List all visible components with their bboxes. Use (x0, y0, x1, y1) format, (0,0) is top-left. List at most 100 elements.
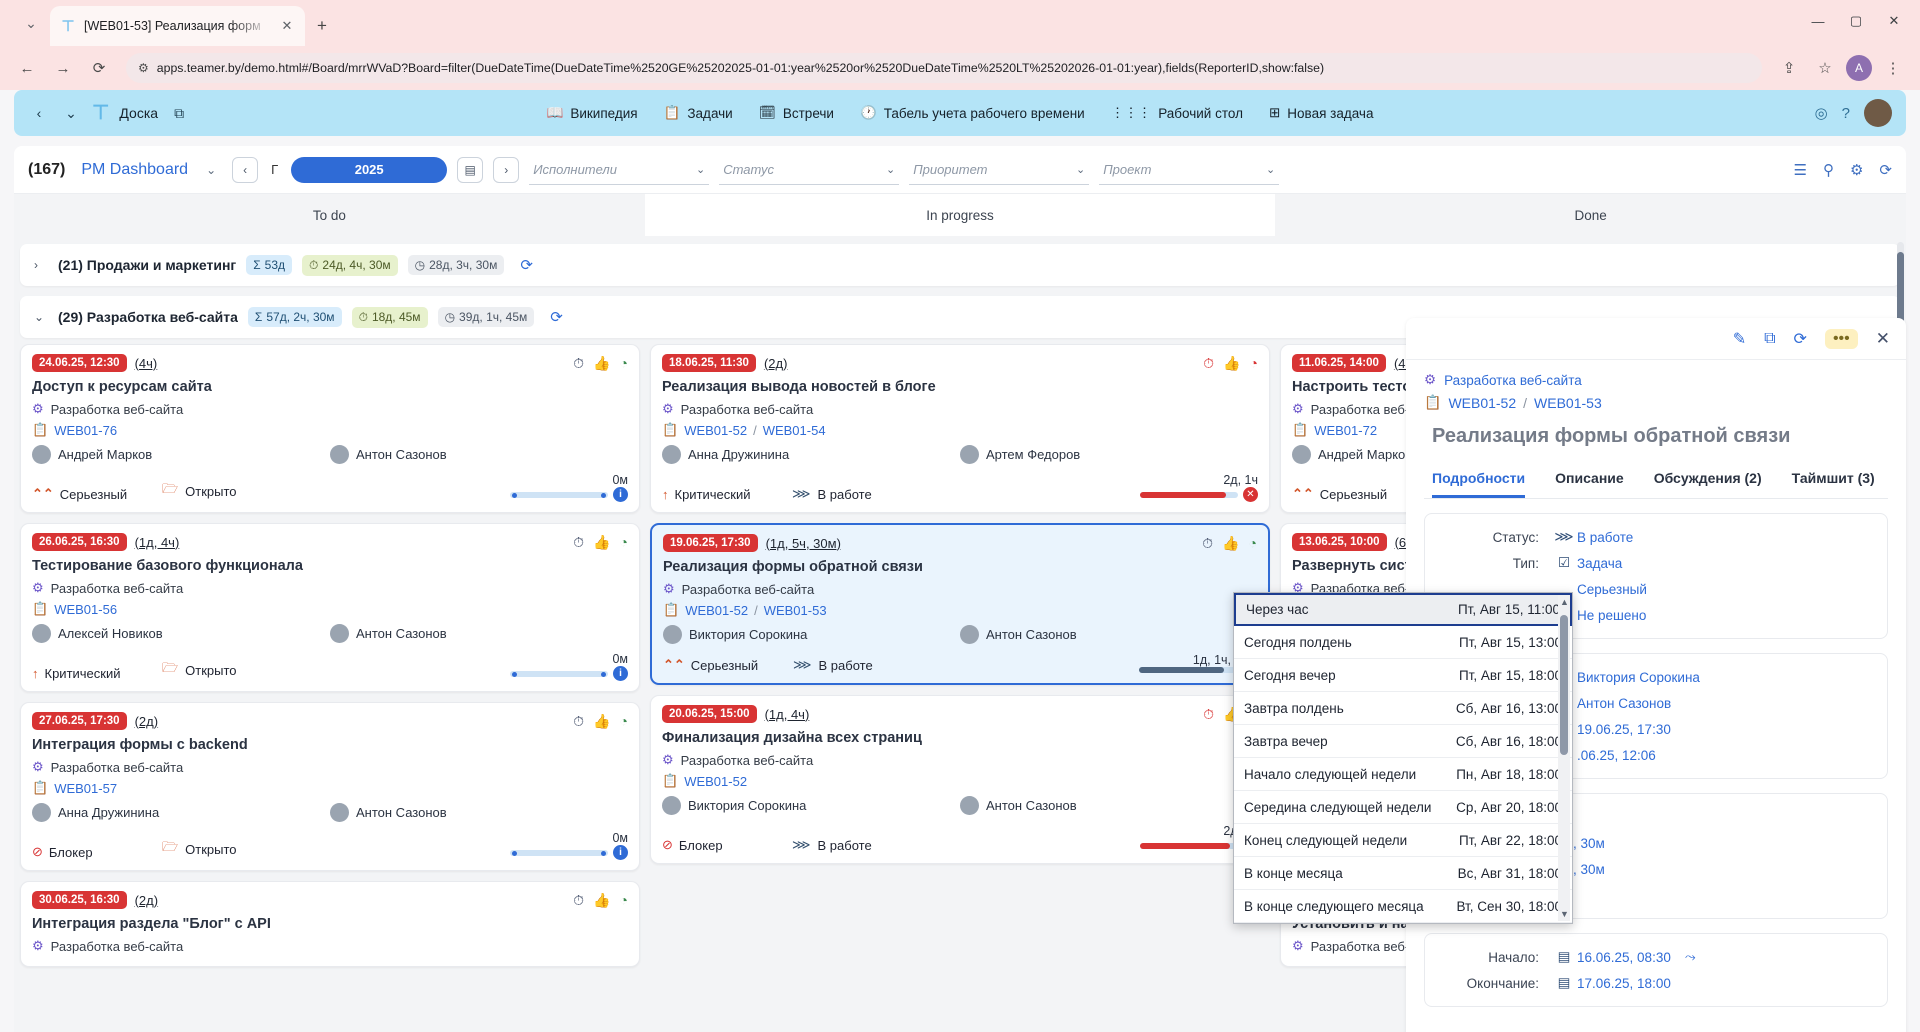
browser-menu-icon[interactable]: ⋮ (1885, 60, 1901, 77)
task-card[interactable]: 20.06.25, 15:00 (1д, 4ч) ⏱ 👍 ◔ Финализац… (650, 695, 1270, 864)
card-reporter[interactable]: Артем Федоров (960, 445, 1258, 464)
due-date-option[interactable]: Середина следующей недели Ср, Авг 20, 18:… (1234, 791, 1572, 824)
close-panel-icon[interactable]: ✕ (1875, 328, 1890, 348)
info-badge-icon[interactable]: i (613, 487, 628, 502)
close-tab-icon[interactable]: ✕ (281, 18, 293, 33)
timer-icon[interactable]: ⏱ (573, 712, 585, 729)
tab-details[interactable]: Подробности (1432, 470, 1526, 498)
due-date-badge[interactable]: 24.06.25, 12:30 (32, 354, 127, 372)
thumbs-up-icon[interactable]: 👍 (593, 354, 611, 371)
card-title[interactable]: Доступ к ресурсам сайта (32, 379, 212, 395)
timer-icon[interactable]: ⏱ (1203, 705, 1215, 722)
due-date-badge[interactable]: 26.06.25, 16:30 (32, 533, 127, 551)
card-project[interactable]: ⚙Разработка веб-сайта (662, 752, 814, 768)
card-assignee[interactable]: Андрей Марков (1292, 445, 1590, 464)
card-assignee[interactable]: Алексей Новиков (32, 624, 330, 643)
field-value[interactable]: Антон Сазонов (1577, 695, 1672, 711)
card-title[interactable]: Интеграция раздела "Блог" с API (32, 916, 271, 932)
add-filter-icon[interactable]: ⚲ (1822, 161, 1834, 179)
due-date-option[interactable]: Завтра полдень Сб, Авг 16, 13:00 (1234, 692, 1572, 725)
site-settings-icon[interactable]: ⚙ (138, 61, 149, 75)
card-project[interactable]: ⚙Разработка веб-сайта (32, 759, 184, 775)
tab-description[interactable]: Описание (1555, 470, 1624, 486)
filter-priority[interactable]: Приоритет ⌄ (909, 155, 1090, 185)
task-card[interactable]: 18.06.25, 11:30 (2д) ⏱ 👍 ◔ Реализация вы… (650, 344, 1270, 513)
thumbs-up-icon[interactable]: 👍 (593, 891, 611, 908)
nav-item-wiki[interactable]: 📖 Википедия (547, 105, 638, 121)
timer-icon[interactable]: ⏱ (573, 891, 585, 908)
open-external-icon[interactable]: ⧉ (174, 104, 185, 121)
tab-timesheet[interactable]: Таймшит (3) (1791, 470, 1875, 486)
share-icon[interactable]: ⇪ (1782, 60, 1796, 77)
card-status[interactable]: 🗁 Открыто (162, 480, 510, 502)
due-date-option[interactable]: Начало следующей недели Пн, Авг 18, 18:00 (1234, 758, 1572, 791)
timer-icon[interactable]: ⏱ (1203, 354, 1215, 371)
card-title[interactable]: Интеграция формы с backend (32, 737, 248, 753)
assign-icon[interactable]: ◔ (619, 533, 628, 550)
more-options-icon[interactable]: ••• (1824, 328, 1858, 349)
collapse-chevron-icon[interactable]: ⌄ (34, 310, 45, 324)
card-status[interactable]: 🗁 Открыто (162, 838, 510, 860)
address-bar[interactable]: ⚙ apps.teamer.by/demo.html#/Board/mrrWVa… (126, 53, 1762, 83)
refresh-icon[interactable]: ⟳ (1879, 161, 1892, 179)
help-icon[interactable]: ? (1841, 104, 1850, 122)
scroll-up-arrow-icon[interactable]: ▲ (1560, 597, 1569, 607)
card-title[interactable]: Реализация вывода новостей в блоге (662, 379, 936, 395)
thumbs-up-icon[interactable]: 👍 (1222, 534, 1240, 551)
filter-assignees[interactable]: Исполнители ⌄ (529, 155, 710, 185)
due-date-quick-menu[interactable]: ▲ ▼ Через час Пт, Авг 15, 11:00 Сегодня по… (1233, 592, 1573, 924)
card-reporter[interactable]: Антон Сазонов (960, 625, 1257, 644)
forward-icon[interactable]: → (55, 59, 71, 77)
card-assignee[interactable]: Андрей Марков (32, 445, 330, 464)
column-header-done[interactable]: Done (1574, 207, 1607, 223)
task-card[interactable]: 26.06.25, 16:30 (1д, 4ч) ⏱ 👍 ◔ Тестирова… (20, 523, 640, 692)
task-card[interactable]: 27.06.25, 17:30 (2д) ⏱ 👍 ◔ Интеграция фо… (20, 702, 640, 871)
task-card[interactable]: 30.06.25, 16:30 (2д) ⏱ 👍 ◔ Интеграция ра… (20, 881, 640, 967)
card-priority[interactable]: ⊘Блокер (662, 837, 723, 853)
nav-item-new-task[interactable]: ⊞ Новая задача (1269, 105, 1374, 121)
header-back-icon[interactable]: ‹ (36, 105, 42, 121)
card-assignee[interactable]: Анна Дружинина (32, 803, 330, 822)
list-view-icon[interactable]: ☰ (1793, 161, 1807, 179)
assign-icon[interactable]: ◔ (1249, 354, 1258, 371)
new-tab-button[interactable]: + (317, 16, 327, 35)
notifications-icon[interactable]: ◎ (1814, 105, 1828, 122)
profile-avatar[interactable]: A (1846, 55, 1872, 81)
card-status[interactable]: ⋙ В работе (792, 837, 872, 853)
due-date-badge[interactable]: 20.06.25, 15:00 (662, 705, 757, 723)
due-date-option[interactable]: В конце следующего месяца Вт, Сен 30, 18:… (1234, 890, 1572, 923)
due-date-option[interactable]: Конец следующей недели Пт, Авг 22, 18:00 (1234, 824, 1572, 857)
refresh-icon[interactable]: ⟳ (1793, 330, 1807, 348)
card-task-id[interactable]: WEB01-52 (684, 422, 748, 438)
card-priority[interactable]: ⌃⌃Серьезный (663, 657, 759, 673)
assign-icon[interactable]: ◔ (619, 354, 628, 371)
task-card[interactable]: 19.06.25, 17:30 (1д, 5ч, 30м) ⏱ 👍 ◔ Реал… (650, 523, 1270, 685)
assign-icon[interactable]: ◔ (619, 891, 628, 908)
timer-icon[interactable]: ⏱ (1202, 534, 1214, 551)
due-date-option[interactable]: Завтра вечер Сб, Авг 16, 18:00 (1234, 725, 1572, 758)
card-status[interactable]: 🗁 Открыто (162, 659, 510, 681)
assign-icon[interactable]: ◔ (619, 712, 628, 729)
card-project[interactable]: ⚙Разработка веб-сайта (32, 580, 184, 596)
card-title[interactable]: Финализация дизайна всех страниц (662, 730, 922, 746)
card-project[interactable]: ⚙Разработка веб-сайта (663, 581, 815, 597)
field-value[interactable]: Задача (1577, 555, 1623, 571)
edit-pencil-icon[interactable]: ✎ (1732, 330, 1747, 348)
timer-icon[interactable]: ⏱ (573, 533, 585, 550)
field-value[interactable]: Виктория Сорокина (1577, 669, 1700, 685)
task-card[interactable]: 24.06.25, 12:30 (4ч) ⏱ 👍 ◔ Доступ к ресу… (20, 344, 640, 513)
field-value[interactable]: 19.06.25, 17:30 (1577, 721, 1671, 737)
card-task-id[interactable]: WEB01-76 (54, 422, 118, 438)
field-value[interactable]: В работе (1577, 529, 1634, 545)
info-badge-icon[interactable]: i (613, 845, 628, 860)
filter-status[interactable]: Статус ⌄ (719, 155, 900, 185)
card-title[interactable]: Реализация формы обратной связи (663, 559, 923, 575)
card-project[interactable]: ⚙Разработка веб-сайта (32, 401, 184, 417)
browser-tab[interactable]: ⊤ [WEB01-53] Реализация форм ✕ (50, 6, 305, 46)
card-reporter[interactable]: Антон Сазонов (330, 803, 628, 822)
maximize-button[interactable]: ▢ (1849, 13, 1863, 28)
card-priority[interactable]: ↑ Критический (32, 666, 121, 681)
timer-icon[interactable]: ⏱ (573, 354, 585, 371)
card-priority[interactable]: ⌃⌃Серьезный (32, 486, 128, 502)
reload-icon[interactable]: ⟳ (92, 60, 106, 77)
